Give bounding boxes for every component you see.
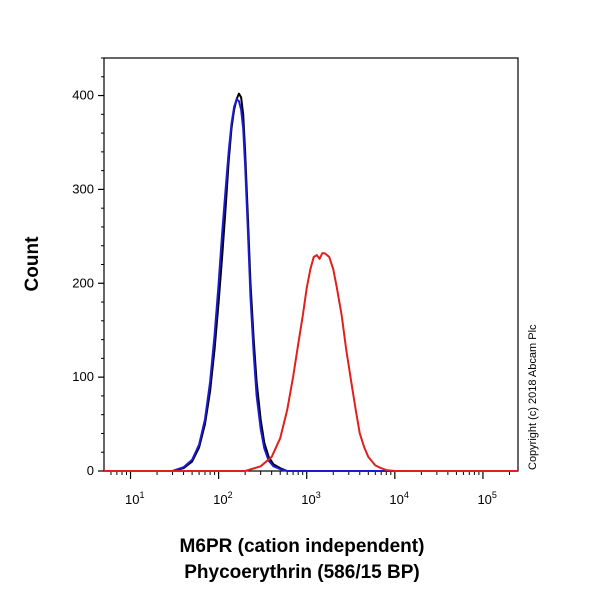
y-tick-label: 300 [72,181,94,196]
x-tick-base: 10 [213,492,227,507]
y-tick-label: 400 [72,88,94,103]
x-tick-exponent: 1 [140,490,145,500]
x-tick-label: 101 [125,490,144,507]
series-line-3 [104,252,518,472]
series-line-1 [104,92,518,472]
y-tick-label: 100 [72,369,94,384]
x-tick-exponent: 2 [228,490,233,500]
x-tick-exponent: 4 [404,490,409,500]
copyright-annotation: Copyright (c) 2018 Abcam Plc [527,324,539,470]
x-tick-base: 10 [389,492,403,507]
y-axis-title: Count [22,236,43,292]
series-layer [104,92,518,472]
x-tick-base: 10 [477,492,491,507]
x-tick-label: 103 [301,490,320,507]
x-tick-exponent: 5 [492,490,497,500]
x-tick-base: 10 [125,492,139,507]
x-tick-base: 10 [301,492,315,507]
y-tick-label: 200 [72,275,94,290]
x-tick-label: 102 [213,490,232,507]
x-axis: 101 102 103 104 105 [110,471,510,507]
x-tick-label: 104 [389,490,408,507]
series-line-2 [104,98,518,472]
y-axis: 0 100 200 300 400 [72,57,104,478]
x-axis-title-line-1: M6PR (cation independent) [180,536,425,557]
x-tick-exponent: 3 [316,490,321,500]
x-tick-label: 105 [477,490,496,507]
y-tick-label: 0 [87,463,94,478]
x-axis-title-line-2: Phycoerythrin (586/15 BP) [184,562,419,583]
